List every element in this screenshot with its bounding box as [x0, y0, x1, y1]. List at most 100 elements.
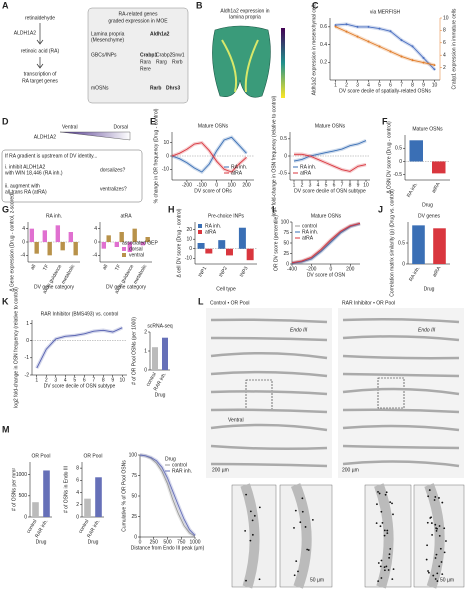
x-tick-label: 4 [64, 377, 67, 383]
legend-label: atRA [205, 229, 217, 235]
x-tick-label: all [30, 264, 38, 271]
outcome: dorsalizes? [100, 167, 126, 173]
y-tick-label: 20 [186, 227, 192, 233]
chart-line [288, 132, 370, 182]
legend-label: control [172, 462, 187, 468]
y-tick-label: 8 [76, 465, 79, 471]
series-line [36, 327, 123, 369]
y-axis-label: # of OSNs in Endo III [63, 466, 69, 513]
chart-title: atRA [120, 213, 132, 219]
legend-title: Drug [165, 456, 176, 462]
chart-title: RA inh. [46, 213, 62, 219]
chart-line [138, 453, 197, 539]
y-tick-label: 0.5 [280, 136, 287, 142]
point [356, 35, 359, 38]
point [411, 59, 414, 62]
x-tick-label: INP3 [239, 265, 250, 278]
x-tick-label: 1000 [189, 539, 200, 545]
gene: Crabp1 [140, 52, 157, 58]
y-tick-label: 0.5 [395, 146, 402, 152]
cell-dot [379, 565, 382, 568]
gene: ALDH1A2 [34, 134, 56, 140]
tissue-fold [342, 335, 460, 342]
cell-dot [295, 560, 298, 563]
y-tick-label: 0.2 [320, 60, 327, 66]
bar [43, 470, 50, 517]
panel-letter: A [2, 0, 9, 10]
y-tick-label: 25 [283, 251, 289, 257]
chart-title: Mature OSNs [412, 126, 443, 132]
y-tick-label: -4 [21, 253, 26, 259]
tissue-fold [210, 336, 328, 342]
point [334, 25, 337, 28]
x-tick-label: 7 [400, 82, 403, 88]
x-axis-label: DV score of OSN [307, 272, 346, 278]
cell-dot [385, 491, 388, 494]
y-tick-label: 2 [144, 329, 147, 335]
x-tick-label: 0 [139, 539, 142, 545]
bar [205, 248, 213, 254]
cell-dot [391, 578, 394, 580]
cell-dot [388, 553, 391, 556]
y-axis-label: Aldh1a2 expression in mesenchymal cells [311, 2, 317, 95]
y-tick-label: 4 [94, 226, 97, 232]
x-axis-label: DV score decile of OSN subtype [294, 188, 366, 194]
cell-dot [426, 521, 429, 524]
x-tick-label: 3 [54, 377, 57, 383]
point [400, 55, 403, 58]
point [389, 30, 392, 33]
chart-title: scRNA-seq [147, 323, 173, 329]
x-tick-label: 6 [83, 377, 86, 383]
y-tick-label: 0 [26, 338, 29, 344]
table-cell: Lamina propria [91, 31, 125, 37]
x-axis-label: DV gene category [34, 284, 75, 290]
chart-bar [98, 222, 152, 263]
image-title: RAR Inhibitor • OR Pool [342, 300, 395, 306]
chart-bar [403, 135, 450, 181]
bar [140, 242, 146, 246]
chart-title: Mature OSNs [311, 213, 342, 219]
chart-line [30, 320, 127, 377]
cell-dot [436, 580, 439, 582]
tissue-high-expression [221, 39, 259, 93]
cell-dot [392, 513, 394, 516]
epithelium [374, 483, 394, 589]
y-tick-label: 0 [284, 153, 287, 159]
table-cell: mOSNs [91, 85, 109, 91]
chart-title: OR Pool [32, 453, 51, 459]
chart-title: Mature OSNs [198, 123, 229, 129]
legend-label: RAR inh. [172, 468, 192, 474]
point [433, 68, 436, 71]
y-axis-label: % change in OR frequency (Drug - control… [153, 108, 159, 203]
bar [73, 242, 78, 256]
cell-dot [386, 529, 389, 532]
panel-title: lamina propria [229, 14, 261, 20]
y-tick-label: 50 [283, 240, 289, 246]
tissue-heatmap [212, 25, 271, 98]
series-line [291, 222, 361, 264]
y-tick-label: -0.5 [393, 172, 402, 178]
cell-dot [436, 527, 438, 530]
bar [95, 477, 102, 517]
point [367, 25, 370, 28]
pathway-step: transcription of [24, 71, 57, 77]
bar [152, 347, 158, 370]
bar [145, 237, 150, 242]
x-axis-label: DV score decile of OSN subtype [44, 383, 116, 389]
y-tick-label: 0 [22, 239, 25, 245]
cell-dot [253, 514, 256, 517]
bar [60, 242, 65, 251]
legend-label: control [302, 223, 317, 229]
point [356, 25, 359, 28]
table-cell: GBCs/INPs [91, 52, 117, 58]
cell-dot [434, 496, 437, 498]
cell-dot [249, 510, 252, 513]
cell-dot [297, 570, 299, 573]
x-axis-label: Drug [36, 539, 47, 545]
bar [55, 225, 61, 242]
series-line [171, 136, 247, 173]
series-band [35, 326, 124, 369]
panel-letter: C [312, 0, 319, 10]
x-tick-label: 100 [227, 182, 236, 188]
cell-dot [425, 558, 428, 561]
